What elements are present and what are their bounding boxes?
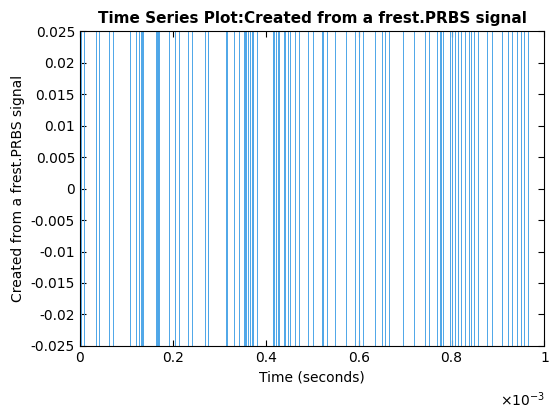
Text: $\times10^{-3}$: $\times10^{-3}$ (500, 390, 544, 409)
Title: Time Series Plot:Created from a frest.PRBS signal: Time Series Plot:Created from a frest.PR… (98, 11, 526, 26)
Y-axis label: Created from a frest.PRBS signal: Created from a frest.PRBS signal (11, 75, 25, 302)
X-axis label: Time (seconds): Time (seconds) (259, 370, 365, 384)
